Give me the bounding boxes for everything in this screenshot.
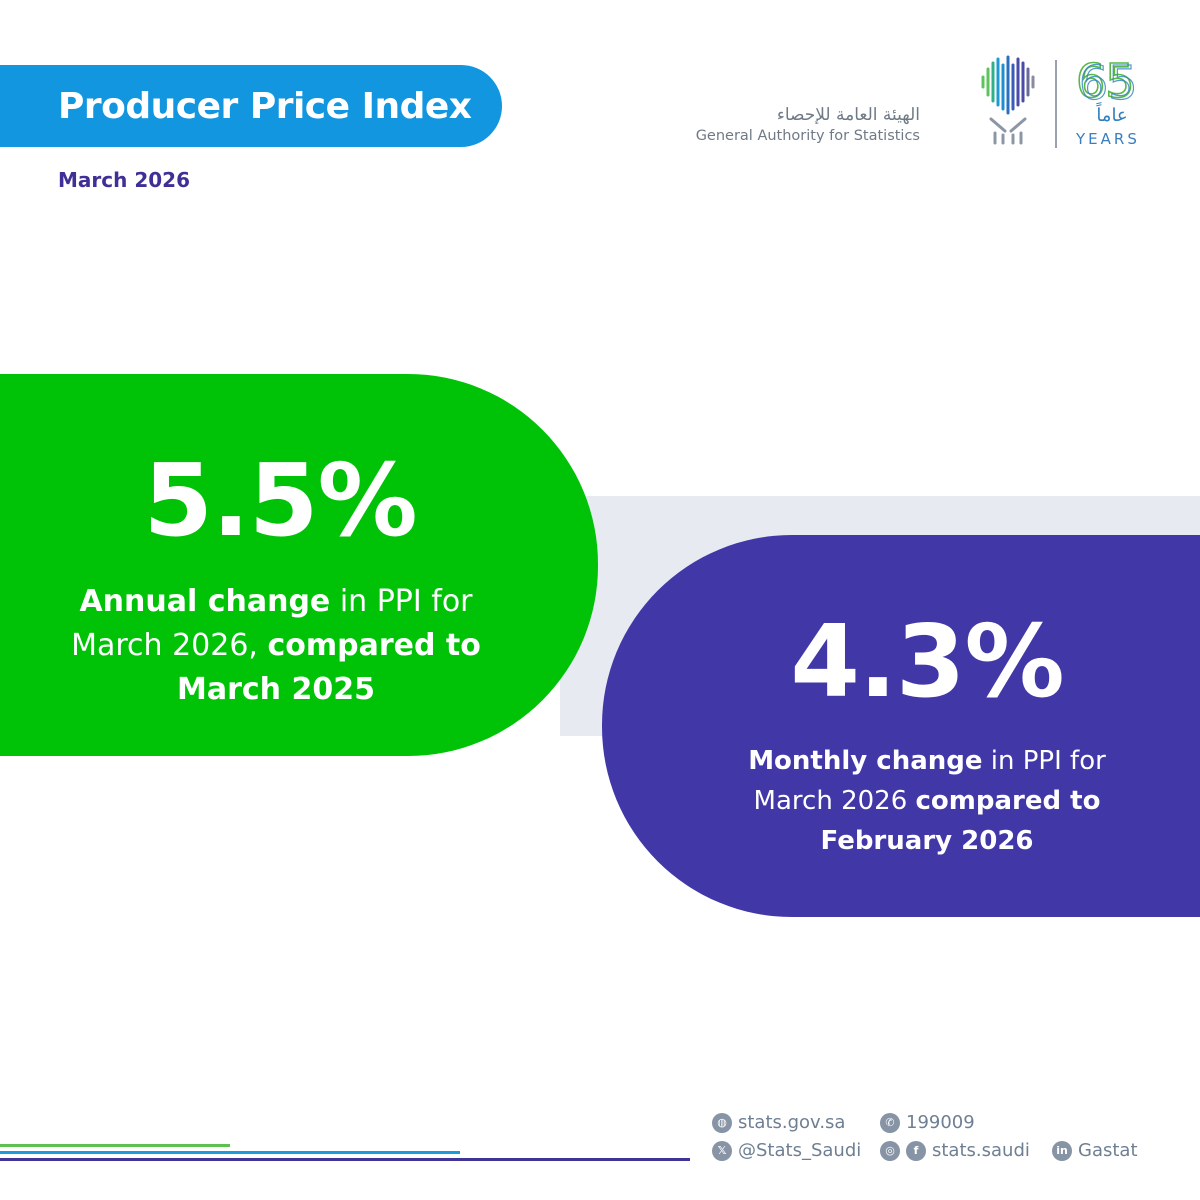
phone-link[interactable]: ✆ 199009 [880, 1112, 975, 1133]
annual-change-value: 5.5% [143, 442, 417, 559]
title-banner: Producer Price Index [0, 65, 502, 147]
annual-label-compared: compared to [267, 628, 481, 663]
facebook-icon: f [906, 1140, 926, 1161]
monthly-change-value: 4.3% [790, 603, 1064, 720]
monthly-label-compared: compared to [915, 786, 1101, 816]
monthly-label-text: in PPI for [982, 746, 1106, 776]
website-text: stats.gov.sa [738, 1112, 846, 1133]
anniversary-number: 65 [1076, 55, 1135, 105]
phone-text: 199009 [906, 1112, 975, 1133]
logo-divider [1055, 60, 1057, 148]
annual-label-base-period: March 2025 [177, 672, 375, 707]
page-title: Producer Price Index [58, 85, 472, 127]
social-link[interactable]: ◎ f stats.saudi [880, 1140, 1030, 1161]
instagram-icon: ◎ [880, 1140, 900, 1161]
footer-line-blue [0, 1151, 460, 1154]
monthly-label-bold: Monthly change [748, 746, 983, 776]
social-handle-text: stats.saudi [932, 1140, 1030, 1161]
footer-line-purple [0, 1158, 690, 1161]
annual-label-bold: Annual change [79, 584, 331, 619]
linkedin-text: Gastat [1078, 1140, 1138, 1161]
x-handle-text: @Stats_Saudi [738, 1140, 862, 1161]
annual-label-period: March 2026, [71, 628, 268, 663]
anniversary-arabic: عاماً [1096, 105, 1128, 126]
logo-arabic-name: الهيئة العامة للإحصاء [776, 105, 920, 125]
annual-change-card: 5.5% Annual change in PPI for March 2026… [0, 374, 598, 756]
globe-icon: ◍ [712, 1112, 732, 1133]
anniversary-years: YEARS [1076, 130, 1140, 148]
monthly-change-card: 4.3% Monthly change in PPI for March 202… [602, 535, 1200, 917]
monthly-change-description: Monthly change in PPI for March 2026 com… [652, 741, 1200, 861]
x-link[interactable]: 𝕏 @Stats_Saudi [712, 1140, 861, 1161]
monthly-label-period: March 2026 [753, 786, 916, 816]
linkedin-link[interactable]: in Gastat [1052, 1140, 1138, 1161]
footer-line-green [0, 1144, 230, 1147]
annual-change-description: Annual change in PPI for March 2026, com… [0, 580, 552, 712]
report-date: March 2026 [58, 168, 190, 192]
gastat-emblem-icon [981, 55, 1035, 145]
website-link[interactable]: ◍ stats.gov.sa [712, 1112, 845, 1133]
anniversary-65-mark: 65 65 [1076, 55, 1138, 105]
gastat-logo: الهيئة العامة للإحصاء General Authority … [696, 55, 1160, 155]
linkedin-icon: in [1052, 1140, 1072, 1161]
logo-english-name: General Authority for Statistics [695, 128, 920, 144]
annual-label-text: in PPI for [330, 584, 473, 619]
phone-icon: ✆ [880, 1112, 900, 1133]
x-icon: 𝕏 [712, 1140, 732, 1161]
svg-text:65: 65 [1079, 56, 1138, 105]
monthly-label-base-period: February 2026 [820, 826, 1034, 856]
